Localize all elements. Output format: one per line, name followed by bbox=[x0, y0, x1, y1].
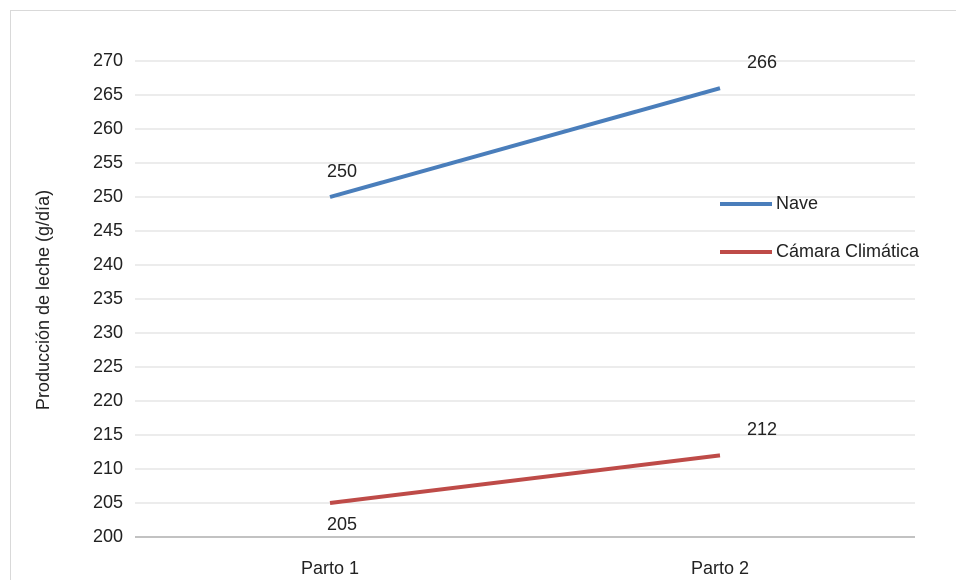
data-label: 266 bbox=[747, 52, 777, 72]
legend-label: Nave bbox=[776, 193, 818, 213]
chart-frame bbox=[10, 10, 956, 580]
y-tick-label: 240 bbox=[93, 254, 123, 274]
y-tick-label: 265 bbox=[93, 84, 123, 104]
y-tick-label: 260 bbox=[93, 118, 123, 138]
series-line bbox=[329, 453, 721, 505]
y-tick-label: 225 bbox=[93, 356, 123, 376]
y-tick-label: 210 bbox=[93, 458, 123, 478]
y-axis-label: Producción de leche (g/día) bbox=[33, 190, 53, 410]
x-tick-label: Parto 2 bbox=[691, 558, 749, 578]
y-tick-label: 200 bbox=[93, 526, 123, 546]
y-tick-label: 250 bbox=[93, 186, 123, 206]
legend-label: Cámara Climática bbox=[776, 241, 920, 261]
data-label: 250 bbox=[327, 161, 357, 181]
y-tick-label: 245 bbox=[93, 220, 123, 240]
y-tick-label: 205 bbox=[93, 492, 123, 512]
y-tick-label: 215 bbox=[93, 424, 123, 444]
y-tick-label: 235 bbox=[93, 288, 123, 308]
y-tick-label: 220 bbox=[93, 390, 123, 410]
y-tick-label: 230 bbox=[93, 322, 123, 342]
y-tick-label: 270 bbox=[93, 50, 123, 70]
x-tick-label: Parto 1 bbox=[301, 558, 359, 578]
data-label: 205 bbox=[327, 514, 357, 534]
y-tick-label: 255 bbox=[93, 152, 123, 172]
data-label: 212 bbox=[747, 419, 777, 439]
series-line bbox=[329, 86, 721, 199]
